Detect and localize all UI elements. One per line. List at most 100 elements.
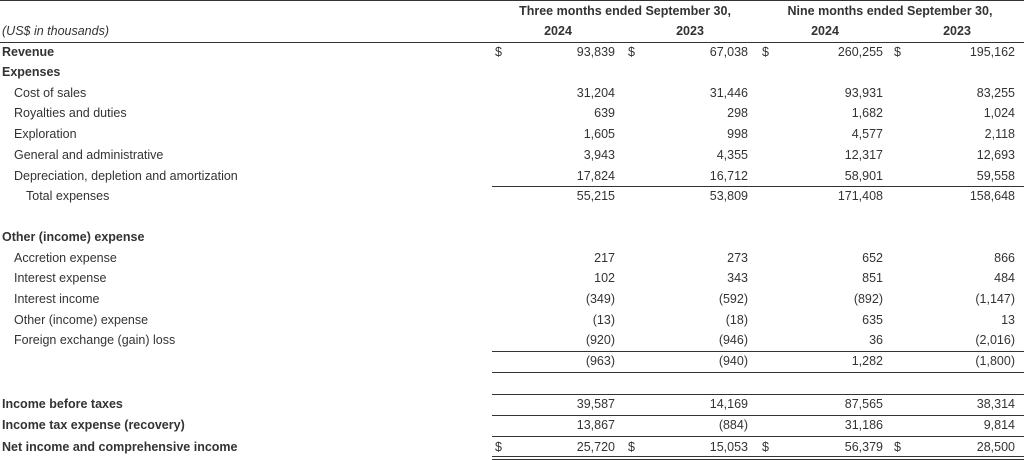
cell-value: 28,500 <box>976 440 1015 454</box>
cell-value: 343 <box>727 271 748 285</box>
row-label: Foreign exchange (gain) loss <box>14 333 176 347</box>
rule-line <box>492 415 1024 416</box>
year-header: 2024 <box>544 24 572 38</box>
cell-value: 1,282 <box>851 354 883 368</box>
cell-value: (946) <box>718 333 748 347</box>
units-note: (US$ in thousands) <box>2 24 110 38</box>
year-header: 2024 <box>811 24 839 38</box>
cell-value: (592) <box>718 292 748 306</box>
cell-value: 58,901 <box>844 169 883 183</box>
cell-value: 9,814 <box>983 418 1015 432</box>
cell-value: 171,408 <box>837 189 883 203</box>
cell-value: 12,317 <box>844 148 883 162</box>
row-label: Income before taxes <box>2 397 123 411</box>
cell-value: 31,446 <box>709 86 748 100</box>
cell-value: (349) <box>585 292 615 306</box>
cell-value: 36 <box>869 333 883 347</box>
currency-sign: $ <box>628 45 635 59</box>
cell-value: 298 <box>727 106 748 120</box>
year-header: 2023 <box>943 24 971 38</box>
row-label: Interest income <box>14 292 100 306</box>
cell-value: 93,839 <box>576 45 615 59</box>
currency-sign: $ <box>495 440 502 454</box>
cell-value: (940) <box>718 354 748 368</box>
rule-line <box>492 351 1024 352</box>
rule-line <box>492 456 1024 457</box>
cell-value: 652 <box>862 251 883 265</box>
cell-value: 38,314 <box>976 397 1015 411</box>
currency-sign: $ <box>762 440 769 454</box>
cell-value: 14,169 <box>709 397 748 411</box>
cell-value: 273 <box>727 251 748 265</box>
cell-value: 55,215 <box>576 189 615 203</box>
currency-sign: $ <box>894 45 901 59</box>
cell-value: 1,024 <box>983 106 1015 120</box>
cell-value: 2,118 <box>984 127 1015 141</box>
cell-value: 67,038 <box>709 45 748 59</box>
column-group: Three months ended September 30, <box>519 4 731 18</box>
cell-value: 13,867 <box>576 418 615 432</box>
rule-line <box>492 372 1024 373</box>
cell-value: 93,931 <box>844 86 883 100</box>
cell-value: 59,558 <box>976 169 1015 183</box>
row-label: Total expenses <box>26 189 110 203</box>
row-label: Exploration <box>14 127 77 141</box>
cell-value: 260,255 <box>837 45 883 59</box>
cell-value: 1,605 <box>583 127 615 141</box>
column-group: Nine months ended September 30, <box>787 4 993 18</box>
currency-sign: $ <box>894 440 901 454</box>
cell-value: 195,162 <box>969 45 1015 59</box>
cell-value: 998 <box>727 127 748 141</box>
cell-value: 158,648 <box>969 189 1015 203</box>
cell-value: (1,800) <box>975 354 1015 368</box>
cell-value: 102 <box>594 271 615 285</box>
cell-value: 12,693 <box>976 148 1015 162</box>
row-label: Royalties and duties <box>14 106 127 120</box>
row-label: General and administrative <box>14 148 164 162</box>
cell-value: (920) <box>585 333 615 347</box>
cell-value: (1,147) <box>975 292 1015 306</box>
cell-value: 31,186 <box>844 418 883 432</box>
cell-value: (2,016) <box>975 333 1015 347</box>
year-header: 2023 <box>676 24 704 38</box>
cell-value: 484 <box>994 271 1015 285</box>
row-label: Expenses <box>2 65 61 79</box>
cell-value: 851 <box>862 271 883 285</box>
row-label: Other (income) expense <box>14 313 149 327</box>
row-label: Accretion expense <box>14 251 117 265</box>
cell-value: 4,355 <box>716 148 748 162</box>
row-label: Interest expense <box>14 271 107 285</box>
row-label: Net income and comprehensive income <box>2 440 238 454</box>
cell-value: 15,053 <box>709 440 748 454</box>
cell-value: 4,577 <box>851 127 883 141</box>
currency-sign: $ <box>762 45 769 59</box>
row-label: Other (income) expense <box>2 230 145 244</box>
cell-value: 87,565 <box>844 397 883 411</box>
cell-value: 217 <box>594 251 615 265</box>
cell-value: 53,809 <box>709 189 748 203</box>
cell-value: 16,712 <box>709 169 748 183</box>
cell-value: 13 <box>1001 313 1015 327</box>
row-label: Depreciation, depletion and amortization <box>14 169 238 183</box>
cell-value: (963) <box>585 354 615 368</box>
cell-value: 635 <box>862 313 883 327</box>
cell-value: 17,824 <box>576 169 615 183</box>
currency-sign: $ <box>495 45 502 59</box>
row-label: Revenue <box>2 45 55 59</box>
cell-value: 83,255 <box>976 86 1015 100</box>
cell-value: 25,720 <box>576 440 615 454</box>
row-label: Cost of sales <box>14 86 87 100</box>
cell-value: (884) <box>718 418 748 432</box>
cell-value: 39,587 <box>576 397 615 411</box>
currency-sign: $ <box>628 440 635 454</box>
rule-line <box>492 394 1024 395</box>
cell-value: 56,379 <box>844 440 883 454</box>
rule-line <box>0 42 1024 43</box>
rule-line <box>0 0 1024 1</box>
cell-value: (13) <box>592 313 615 327</box>
cell-value: 866 <box>994 251 1015 265</box>
cell-value: 1,682 <box>851 106 883 120</box>
cell-value: 31,204 <box>576 86 615 100</box>
rule-line <box>492 436 1024 437</box>
